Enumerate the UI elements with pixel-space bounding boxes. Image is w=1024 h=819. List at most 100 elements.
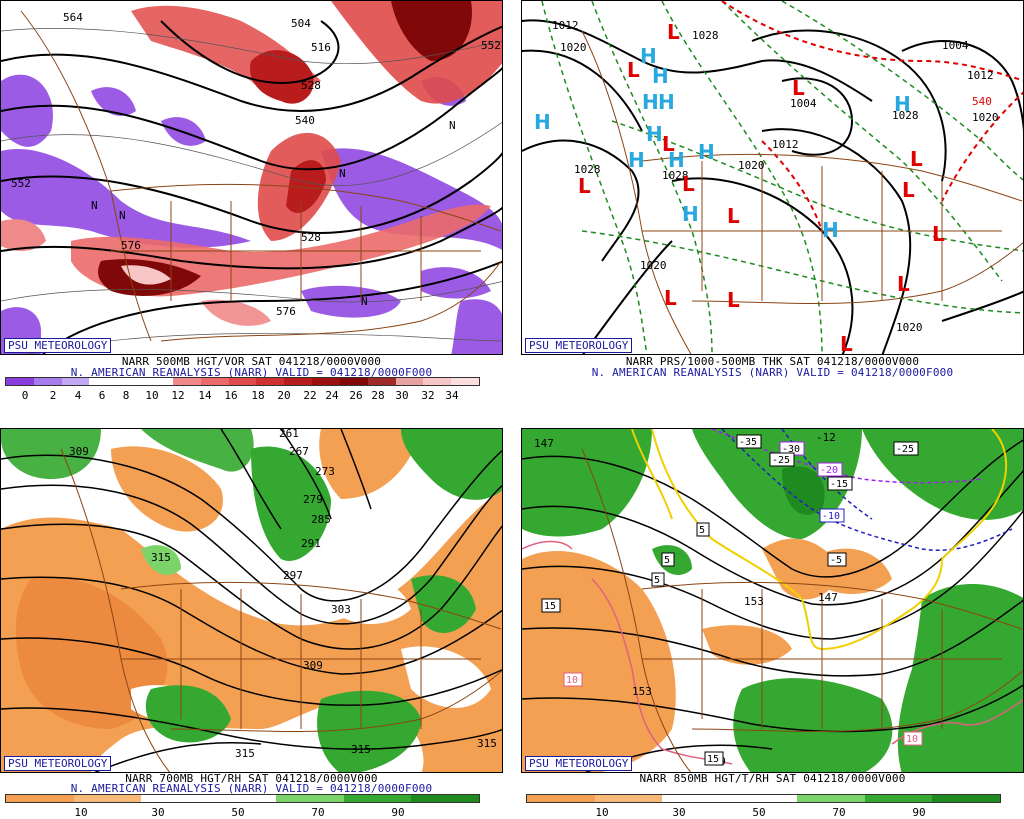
high-symbol: H (642, 90, 659, 114)
tick: 20 (277, 389, 291, 402)
colorbar-cell (33, 378, 62, 385)
colorbar-cell (932, 795, 1001, 802)
colorbar-ticks: 10 30 50 70 90 (526, 806, 1001, 819)
low-symbol: L (840, 332, 853, 355)
colorbar-cell (864, 795, 933, 802)
tick: 14 (198, 389, 212, 402)
low-symbol: L (578, 174, 591, 198)
caption-product: NARR 700MB HGT/RH SAT 041218/0000V000 (125, 772, 378, 785)
tick: 90 (912, 806, 926, 819)
tick: 10 (595, 806, 609, 819)
panel-500mb: 564 516 528 504 540 552 552 528 576 576 … (0, 0, 503, 405)
pressure-map-graphic: 1012 1020 1028 1028 1004 1012 1020 1020 … (522, 1, 1023, 355)
svg-text:303: 303 (331, 603, 351, 616)
map-500mb-hgt-vor: 564 516 528 504 540 552 552 528 576 576 … (0, 0, 503, 355)
tick: 6 (98, 389, 106, 402)
svg-text:552: 552 (481, 39, 501, 52)
colorbar (5, 794, 480, 803)
panel-surface: 1012 1020 1028 1028 1004 1012 1020 1020 … (521, 0, 1024, 405)
low-symbol: L (664, 286, 677, 310)
caption-product: NARR PRS/1000-500MB THK SAT 041218/0000V… (625, 355, 920, 368)
high-symbol: H (646, 122, 663, 146)
colorbar-cell (256, 378, 285, 385)
svg-text:261: 261 (279, 429, 299, 440)
svg-text:147: 147 (534, 437, 554, 450)
svg-text:315: 315 (151, 551, 171, 564)
colorbar-ticks: 10 30 50 70 90 (5, 806, 480, 819)
colorbar-cell (367, 378, 396, 385)
tick: 12 (171, 389, 185, 402)
tick: 30 (395, 389, 409, 402)
panel-700mb: 261 267 273 279 285 291 297 303 309 315 … (0, 428, 503, 819)
colorbar-cell (208, 795, 277, 802)
tick: 30 (672, 806, 686, 819)
svg-text:1028: 1028 (662, 169, 689, 182)
svg-text:N: N (449, 119, 456, 132)
colorbar-cell (6, 795, 74, 802)
low-symbol: L (662, 132, 675, 156)
svg-text:1004: 1004 (790, 97, 817, 110)
panel-850mb: 147 147 153 153 159 -12 -35 -30 -25 -25 … (521, 428, 1024, 819)
low-symbol: L (627, 58, 640, 82)
rh-map-graphic: 261 267 273 279 285 291 297 303 309 315 … (1, 429, 502, 772)
tick: 16 (224, 389, 238, 402)
temp-label: 15 (707, 754, 719, 765)
high-symbol: H (698, 140, 715, 164)
colorbar-cell (200, 378, 229, 385)
svg-text:552: 552 (11, 177, 31, 190)
colorbar-cell (797, 795, 865, 802)
svg-text:-12: -12 (816, 431, 836, 444)
colorbar-cell (729, 795, 798, 802)
tick: 70 (832, 806, 846, 819)
svg-text:540: 540 (295, 114, 315, 127)
colorbar-cell (6, 378, 34, 385)
svg-text:315: 315 (351, 743, 371, 756)
temp-label: 5 (699, 525, 705, 536)
colorbar-cell (61, 378, 90, 385)
high-symbol: H (640, 44, 657, 68)
svg-text:315: 315 (477, 737, 497, 750)
svg-text:153: 153 (632, 685, 652, 698)
high-symbol: H (894, 92, 911, 116)
colorbar-cell (343, 795, 412, 802)
temp-label: -20 (820, 465, 838, 476)
svg-text:1020: 1020 (560, 41, 587, 54)
svg-text:576: 576 (121, 239, 141, 252)
low-symbol: L (897, 272, 910, 296)
colorbar-cell (73, 795, 142, 802)
high-symbol: H (534, 110, 551, 134)
temp-label: -35 (739, 437, 757, 448)
colorbar-cell (339, 378, 368, 385)
svg-text:1020: 1020 (972, 111, 999, 124)
svg-text:516: 516 (311, 41, 331, 54)
high-symbol: H (682, 202, 699, 226)
colorbar-ticks: 0 2 4 6 8 10 12 14 16 18 20 22 24 26 28 … (5, 389, 480, 402)
svg-text:N: N (119, 209, 126, 222)
temp-label: -30 (782, 444, 800, 455)
colorbar-cell (451, 378, 480, 385)
svg-text:309: 309 (69, 445, 89, 458)
temp-label: -25 (772, 455, 790, 466)
svg-text:564: 564 (63, 11, 83, 24)
colorbar-cell (411, 795, 480, 802)
caption-product: NARR 850MB HGT/T/RH SAT 041218/0000V000 (639, 772, 906, 785)
tick: 8 (122, 389, 130, 402)
svg-text:297: 297 (283, 569, 303, 582)
svg-text:267: 267 (289, 445, 309, 458)
temp-label: 15 (544, 601, 556, 612)
colorbar-cell (395, 378, 424, 385)
svg-text:309: 309 (303, 659, 323, 672)
svg-text:1020: 1020 (896, 321, 923, 334)
temp-label: 10 (906, 734, 918, 745)
svg-text:1028: 1028 (574, 163, 601, 176)
colorbar (526, 794, 1001, 803)
colorbar-cell (89, 378, 118, 385)
colorbar-cell (228, 378, 257, 385)
svg-text:315: 315 (235, 747, 255, 760)
colorbar-cell (172, 378, 201, 385)
low-symbol: L (727, 288, 740, 312)
svg-text:N: N (361, 295, 368, 308)
svg-text:1028: 1028 (692, 29, 719, 42)
tick: 10 (145, 389, 159, 402)
low-symbol: L (932, 222, 945, 246)
